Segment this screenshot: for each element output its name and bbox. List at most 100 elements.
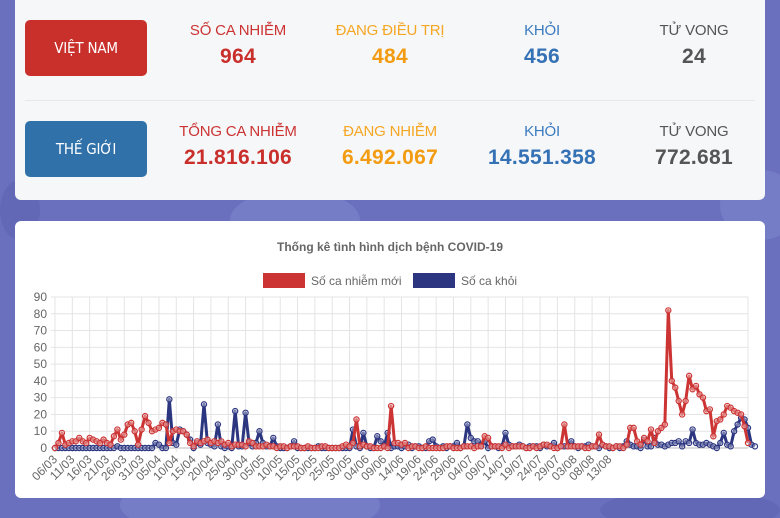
- data-point[interactable]: [429, 436, 436, 443]
- data-point[interactable]: [231, 407, 239, 415]
- data-point[interactable]: [353, 416, 360, 423]
- data-point[interactable]: [464, 421, 471, 428]
- data-point[interactable]: [720, 411, 727, 418]
- legend-item-recovered[interactable]: Số ca khỏi: [413, 273, 517, 288]
- data-point[interactable]: [290, 438, 298, 445]
- data-point[interactable]: [148, 444, 156, 452]
- data-point[interactable]: [744, 439, 752, 447]
- data-point[interactable]: [477, 443, 485, 450]
- data-point[interactable]: [183, 431, 190, 438]
- data-point[interactable]: [131, 428, 138, 435]
- data-point[interactable]: [644, 438, 651, 445]
- world-recovered-value: 14.551.358: [487, 146, 597, 169]
- data-point[interactable]: [675, 397, 682, 405]
- data-point[interactable]: [110, 433, 118, 440]
- data-point[interactable]: [387, 402, 395, 410]
- data-point[interactable]: [689, 426, 696, 433]
- data-point[interactable]: [661, 421, 669, 428]
- data-point[interactable]: [675, 438, 682, 445]
- data-point[interactable]: [55, 439, 62, 447]
- data-point[interactable]: [155, 424, 163, 432]
- data-point[interactable]: [384, 444, 391, 452]
- data-point[interactable]: [685, 372, 693, 380]
- data-point[interactable]: [678, 411, 686, 418]
- data-point[interactable]: [717, 439, 724, 447]
- data-point[interactable]: [651, 439, 658, 447]
- data-point[interactable]: [51, 444, 59, 452]
- world-deaths-value: 772.681: [654, 146, 733, 169]
- data-point[interactable]: [717, 416, 724, 423]
- data-point[interactable]: [256, 428, 263, 435]
- data-point[interactable]: [242, 443, 249, 450]
- data-point[interactable]: [706, 406, 714, 413]
- y-tick-label: 40: [34, 374, 48, 388]
- data-point[interactable]: [592, 443, 599, 450]
- legend-label-recovered: Số ca khỏi: [461, 274, 517, 288]
- data-point[interactable]: [665, 307, 672, 314]
- data-point[interactable]: [685, 439, 693, 447]
- data-point[interactable]: [162, 444, 170, 452]
- data-point[interactable]: [374, 433, 381, 440]
- vn-recovered-stat: KHỎI 456: [467, 22, 617, 69]
- data-point[interactable]: [727, 443, 734, 450]
- data-point[interactable]: [166, 396, 173, 403]
- y-tick-label: 80: [34, 307, 48, 321]
- data-point[interactable]: [668, 377, 675, 385]
- data-point[interactable]: [114, 426, 121, 433]
- data-point[interactable]: [173, 441, 180, 448]
- data-point[interactable]: [401, 439, 409, 447]
- data-point[interactable]: [270, 434, 277, 442]
- series-layer: [51, 307, 759, 452]
- data-point[interactable]: [741, 422, 748, 430]
- data-point[interactable]: [453, 439, 461, 447]
- data-point[interactable]: [200, 401, 208, 408]
- data-point[interactable]: [214, 421, 222, 428]
- data-point[interactable]: [117, 436, 125, 443]
- data-point[interactable]: [730, 428, 738, 435]
- data-point[interactable]: [141, 412, 149, 420]
- data-point[interactable]: [734, 421, 741, 428]
- data-point[interactable]: [162, 421, 170, 428]
- data-point[interactable]: [637, 441, 644, 448]
- vietnam-button[interactable]: VIỆT NAM: [25, 20, 147, 76]
- data-point[interactable]: [82, 439, 90, 447]
- data-point[interactable]: [145, 419, 152, 427]
- data-point[interactable]: [678, 443, 686, 450]
- data-point[interactable]: [58, 429, 66, 437]
- data-point[interactable]: [349, 439, 357, 447]
- data-point[interactable]: [166, 439, 173, 447]
- data-point[interactable]: [190, 443, 197, 450]
- data-point[interactable]: [242, 409, 249, 416]
- data-point[interactable]: [561, 421, 568, 428]
- data-point[interactable]: [682, 397, 689, 405]
- data-point[interactable]: [672, 384, 679, 391]
- data-point[interactable]: [360, 429, 367, 437]
- data-point[interactable]: [630, 424, 637, 432]
- data-point[interactable]: [121, 431, 128, 438]
- data-point[interactable]: [710, 433, 717, 440]
- data-point[interactable]: [502, 429, 509, 437]
- vn-treating-label: ĐANG ĐIỀU TRỊ: [335, 22, 445, 39]
- data-point[interactable]: [134, 441, 142, 448]
- data-point[interactable]: [647, 426, 655, 433]
- data-point[interactable]: [751, 443, 759, 450]
- y-tick-label: 20: [34, 407, 48, 421]
- data-point[interactable]: [484, 434, 492, 442]
- legend-item-new-cases[interactable]: Số ca nhiễm mới: [263, 273, 402, 288]
- data-point[interactable]: [595, 431, 603, 438]
- world-button[interactable]: THẾ GIỚI: [25, 121, 147, 177]
- data-point[interactable]: [699, 394, 707, 401]
- data-point[interactable]: [138, 426, 145, 433]
- data-point[interactable]: [713, 444, 721, 452]
- data-point[interactable]: [568, 438, 575, 445]
- data-point[interactable]: [623, 441, 630, 448]
- data-point[interactable]: [737, 411, 745, 418]
- world-active-label: ĐANG NHIỄM: [343, 123, 437, 140]
- data-point[interactable]: [107, 441, 114, 448]
- data-point[interactable]: [720, 429, 727, 437]
- world-total-value: 21.816.106: [183, 146, 293, 169]
- data-point[interactable]: [377, 438, 384, 445]
- data-point[interactable]: [128, 419, 135, 427]
- data-point[interactable]: [692, 382, 700, 390]
- data-point[interactable]: [557, 443, 565, 450]
